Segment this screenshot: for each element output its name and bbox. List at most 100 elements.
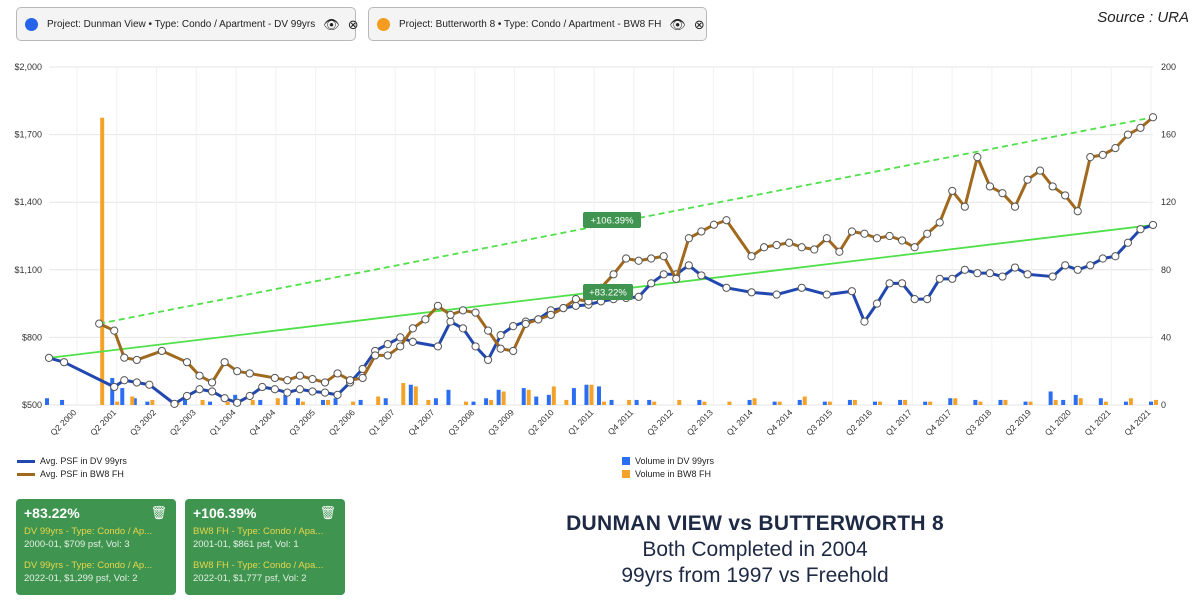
volume-bar <box>496 389 501 405</box>
x-axis-tick: Q2 2001 <box>88 407 118 437</box>
filter-chip-butterworth-8[interactable]: Project: Butterworth 8 • Type: Condo / A… <box>368 7 707 41</box>
data-point <box>233 398 242 407</box>
volume-bar <box>501 391 506 405</box>
comparison-card-dv[interactable]: +83.22% 🗑 DV 99yrs - Type: Condo / Ap...… <box>16 499 176 595</box>
data-point <box>496 331 505 340</box>
card-percent: +106.39% <box>193 505 257 521</box>
data-point <box>1023 270 1032 279</box>
card-end-label: DV 99yrs - Type: Condo / Ap... <box>24 560 153 571</box>
data-point <box>308 374 317 384</box>
legend-item-dv-psf[interactable]: Avg. PSF in DV 99yrs <box>17 456 127 466</box>
volume-bar <box>847 399 852 405</box>
filter-chip-dunman-view[interactable]: Project: Dunman View • Type: Condo / Apa… <box>16 7 359 41</box>
data-point <box>885 231 894 241</box>
volume-bar <box>145 401 150 405</box>
data-point <box>446 317 455 326</box>
data-point <box>110 382 119 392</box>
data-point <box>772 290 781 299</box>
left-axis-tick: $1,100 <box>14 265 42 275</box>
volume-bar <box>150 399 155 405</box>
data-point <box>182 391 192 401</box>
data-point <box>684 234 693 243</box>
x-axis-tick: Q3 2008 <box>446 407 476 437</box>
close-icon[interactable]: ⊗ <box>347 16 359 32</box>
x-axis-tick: Q4 2007 <box>406 407 436 437</box>
filter-chip-label: Project: Butterworth 8 • Type: Condo / A… <box>399 18 662 30</box>
volume-bar <box>747 399 752 405</box>
trash-icon[interactable]: 🗑 <box>150 505 167 520</box>
data-point <box>747 288 756 297</box>
x-axis-tick: Q1 2011 <box>566 407 596 437</box>
data-point <box>684 261 693 270</box>
volume-bar <box>225 401 230 405</box>
volume-bar <box>358 399 363 405</box>
data-point <box>170 399 179 408</box>
volume-bar <box>1128 398 1133 405</box>
volume-bar <box>275 398 280 405</box>
data-point <box>797 243 806 252</box>
trend-label: +106.39% <box>583 212 641 228</box>
data-point <box>1048 272 1057 281</box>
data-point <box>1148 220 1158 230</box>
data-point <box>408 324 417 333</box>
legend-item-bw8-psf[interactable]: Avg. PSF in BW8 FH <box>17 469 124 479</box>
data-point <box>872 234 882 243</box>
data-point <box>295 385 305 394</box>
data-point <box>935 218 944 227</box>
data-point <box>95 319 104 328</box>
right-axis-tick: 80 <box>1161 265 1171 275</box>
data-point <box>433 342 443 351</box>
data-point <box>1123 238 1133 247</box>
trend-label: +83.22% <box>583 284 633 300</box>
close-icon[interactable]: ⊗ <box>693 16 705 32</box>
volume-bar <box>376 396 381 405</box>
comparison-card-bw8[interactable]: +106.39% 🗑 BW8 FH - Type: Condo / Apa...… <box>185 499 345 595</box>
legend-item-dv-volume[interactable]: Volume in DV 99yrs <box>622 456 714 466</box>
data-point <box>446 310 455 319</box>
volume-bar <box>333 398 338 405</box>
data-point <box>1023 175 1032 184</box>
data-point <box>910 243 919 252</box>
data-point <box>1148 113 1158 122</box>
trash-icon[interactable]: 🗑 <box>319 505 336 520</box>
volume-bar <box>1048 391 1053 405</box>
data-point <box>998 189 1007 198</box>
volume-bar <box>208 401 213 405</box>
data-point <box>621 254 631 263</box>
volume-bar <box>383 398 388 405</box>
data-point <box>985 269 995 278</box>
volume-bar <box>471 401 476 405</box>
data-point <box>295 371 305 380</box>
volume-bar <box>1103 401 1108 405</box>
volume-bar <box>584 384 589 405</box>
data-point <box>923 229 932 238</box>
volume-bar <box>634 399 639 405</box>
data-point <box>935 274 944 283</box>
volume-bar <box>1028 401 1033 405</box>
right-axis-tick: 0 <box>1161 400 1166 410</box>
data-point <box>421 315 430 324</box>
eye-icon[interactable]: 👁 <box>669 16 686 32</box>
data-point <box>433 301 443 310</box>
x-axis-tick: Q2 2006 <box>327 407 357 437</box>
data-point <box>1073 207 1082 216</box>
data-point <box>634 292 643 301</box>
legend-item-bw8-volume[interactable]: Volume in BW8 FH <box>622 469 711 479</box>
data-point <box>647 279 656 288</box>
data-point <box>483 326 493 335</box>
data-point <box>59 358 69 367</box>
data-point <box>1098 150 1107 159</box>
eye-icon[interactable]: 👁 <box>323 16 340 32</box>
data-point <box>371 351 380 360</box>
data-point <box>885 279 894 288</box>
volume-bar <box>564 399 569 405</box>
data-point <box>157 346 167 356</box>
caption-title: DUNMAN VIEW vs BUTTERWORTH 8 <box>566 512 944 535</box>
volume-bar <box>1123 401 1128 405</box>
data-point <box>258 382 267 392</box>
card-start-value: 2000-01, $709 psf, Vol: 3 <box>24 539 130 550</box>
volume-bar <box>873 401 877 405</box>
volume-bar <box>408 384 413 405</box>
volume-bar <box>250 399 255 405</box>
volume-bar <box>464 401 468 405</box>
